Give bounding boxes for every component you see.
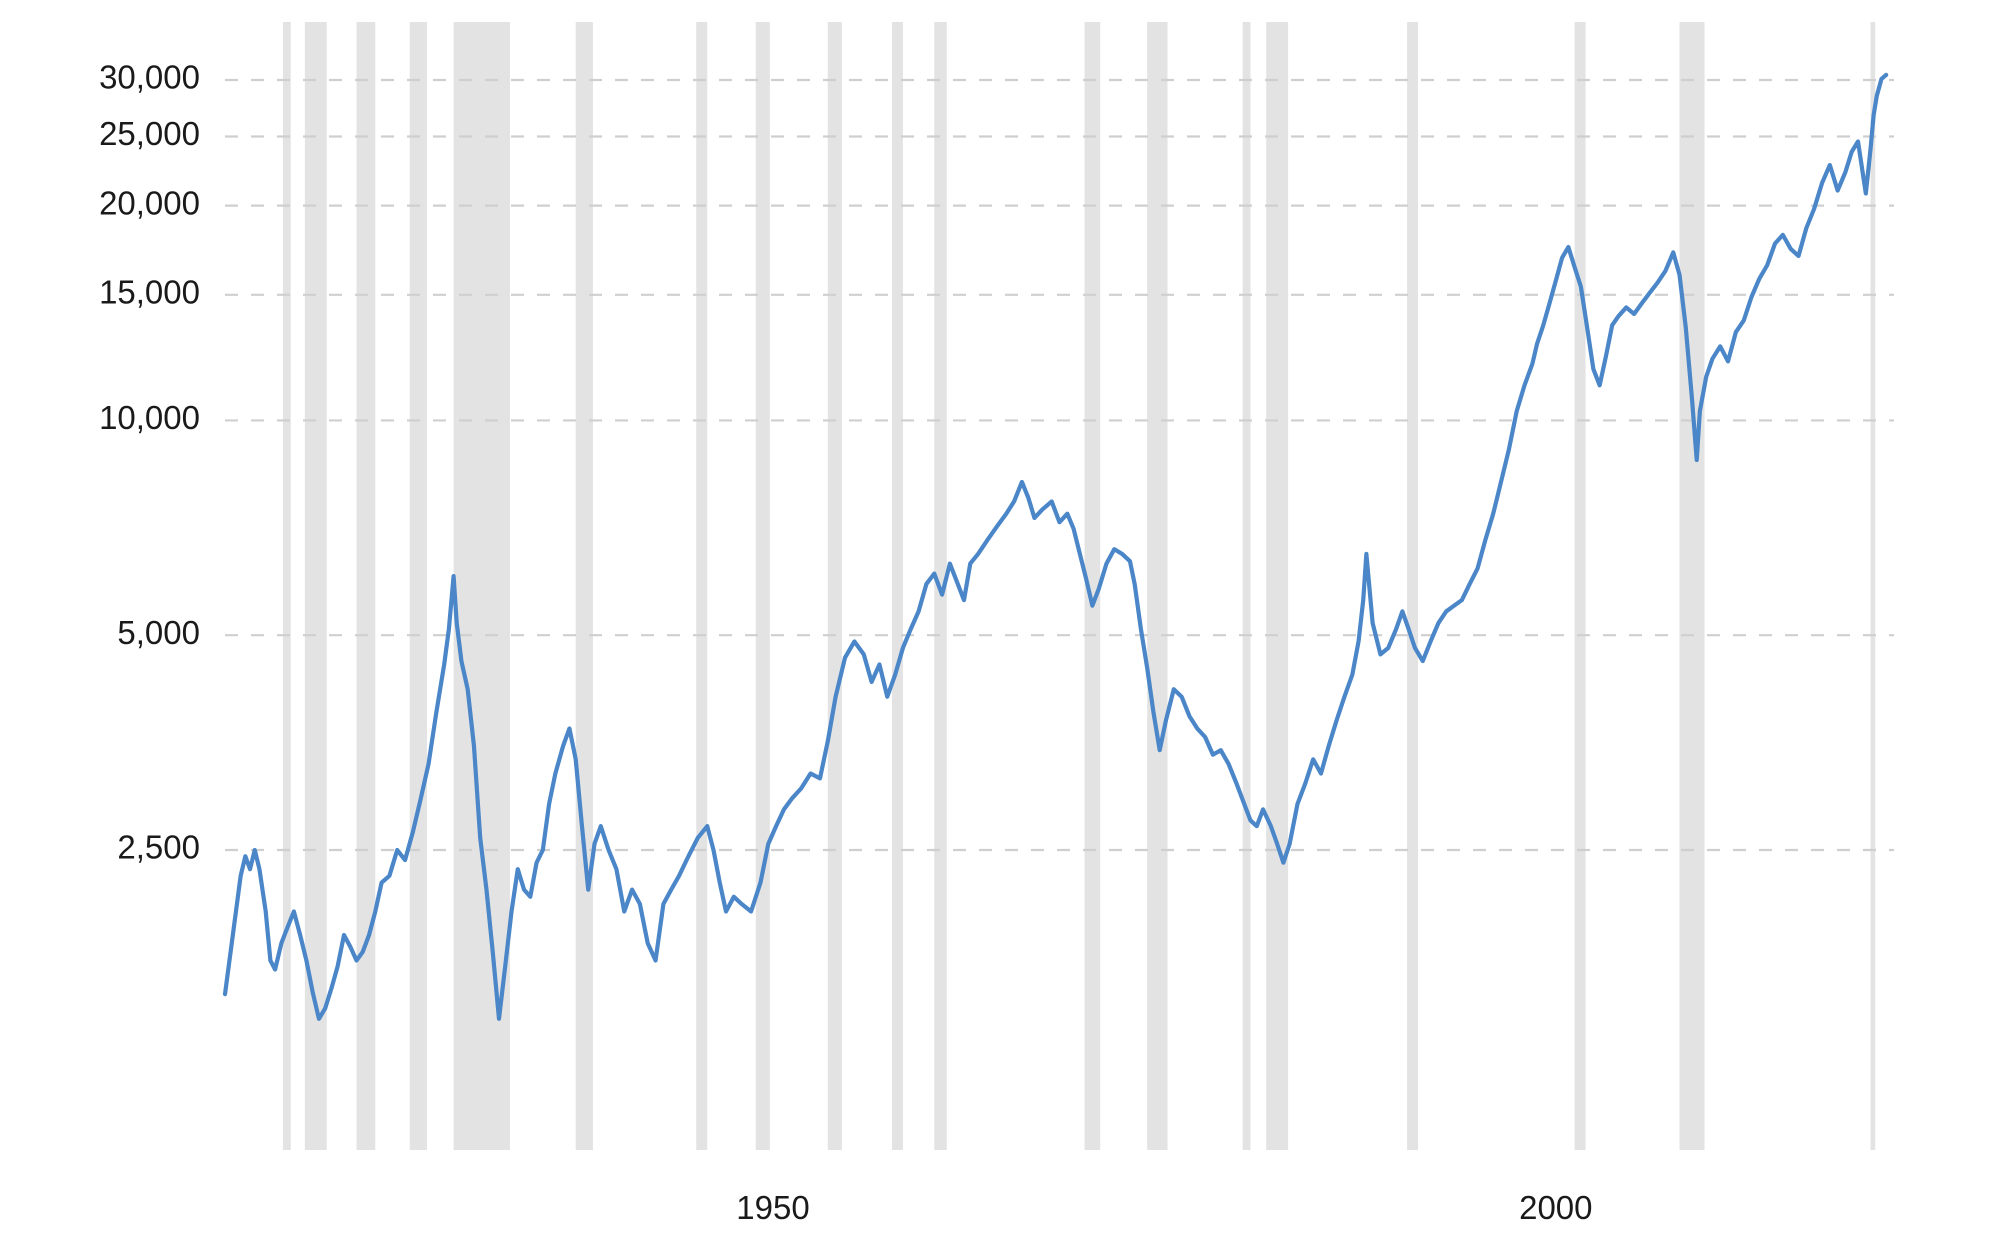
recession-band: [696, 22, 708, 1150]
x-axis-tick-label: 1950: [736, 1189, 809, 1226]
recession-band: [575, 22, 593, 1150]
recession-band: [1574, 22, 1586, 1150]
recession-band: [1407, 22, 1419, 1150]
recession-band: [755, 22, 770, 1150]
recession-band: [1679, 22, 1705, 1150]
gridline-group: [225, 78, 1894, 852]
y-axis-tick-label: 15,000: [99, 274, 200, 311]
y-axis-tick-label: 10,000: [99, 399, 200, 436]
y-axis-tick-label: 25,000: [99, 115, 200, 152]
recession-band: [453, 22, 510, 1150]
recession-band: [1242, 22, 1251, 1150]
y-axis-tick-labels: 30,000 25,000 20,000 15,000 10,000 5,000 2,500: [99, 59, 200, 866]
series-line-dow-jones: [222, 72, 1889, 1021]
y-axis-tick-label: 20,000: [99, 184, 200, 221]
x-axis-tick-label: 2000: [1519, 1189, 1592, 1226]
recession-shading-group: [282, 22, 1876, 1150]
recession-band: [1147, 22, 1168, 1150]
recession-band: [827, 22, 842, 1150]
recession-band: [356, 22, 376, 1150]
recession-band: [304, 22, 327, 1150]
y-axis-tick-label: 5,000: [117, 614, 200, 651]
recession-band: [282, 22, 291, 1150]
recession-band: [1084, 22, 1101, 1150]
recession-band: [409, 22, 427, 1150]
recession-band: [891, 22, 903, 1150]
y-axis-tick-label: 30,000: [99, 59, 200, 96]
recession-band: [1870, 22, 1876, 1150]
x-axis-tick-labels: 1950 2000: [736, 1189, 1592, 1226]
recession-band: [1266, 22, 1289, 1150]
y-axis-tick-label: 2,500: [117, 829, 200, 866]
series-group: [222, 72, 1889, 1021]
